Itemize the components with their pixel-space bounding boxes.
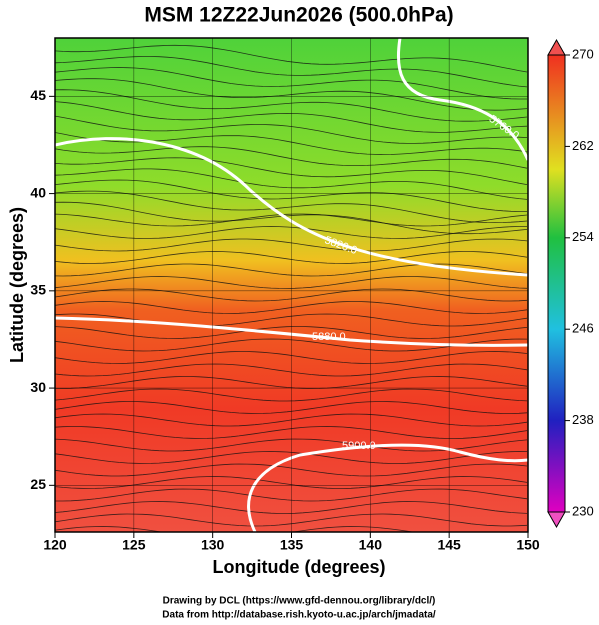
colorbar-bottom-triangle (547, 511, 566, 529)
colorbar-tick-label: 246 (572, 321, 594, 336)
colorbar-tick-label: 254 (572, 229, 594, 244)
y-axis-label: Latitude (degrees) (7, 207, 27, 363)
x-tick-label: 135 (280, 537, 304, 553)
y-tick-label: 45 (30, 87, 46, 103)
colorbar-tick-label: 262 (572, 138, 594, 153)
x-tick-label: 120 (43, 537, 67, 553)
x-tick-label: 145 (437, 537, 461, 553)
contour-label: 5880.0 (312, 331, 346, 343)
x-tick-label: 140 (359, 537, 383, 553)
contour-line (247, 443, 528, 532)
colorbar (547, 54, 566, 513)
contour-label: 5900.0 (342, 440, 376, 452)
contour-line (55, 316, 528, 347)
y-tick-label: 40 (30, 184, 46, 200)
colorbar-tick-label: 238 (572, 412, 594, 427)
y-tick-label: 30 (30, 379, 46, 395)
x-tick-label: 125 (122, 537, 146, 553)
credit-line: Data from http://database.rish.kyoto-u.a… (162, 610, 436, 621)
y-tick-label: 25 (30, 476, 46, 492)
credit-line: Drawing by DCL (https://www.gfd-dennou.o… (163, 596, 436, 607)
x-tick-label: 130 (201, 537, 225, 553)
x-axis-label: Longitude (degrees) (212, 557, 385, 577)
colorbar-top-triangle (547, 38, 566, 56)
colorbar-tick-label: 230 (572, 503, 594, 518)
y-tick-label: 35 (30, 282, 46, 298)
colorbar-tick-label: 270 (572, 46, 594, 61)
contour-line (396, 38, 528, 161)
x-tick-label: 150 (516, 537, 540, 553)
title: MSM 12Z22Jun2026 (500.0hPa) (144, 4, 453, 27)
